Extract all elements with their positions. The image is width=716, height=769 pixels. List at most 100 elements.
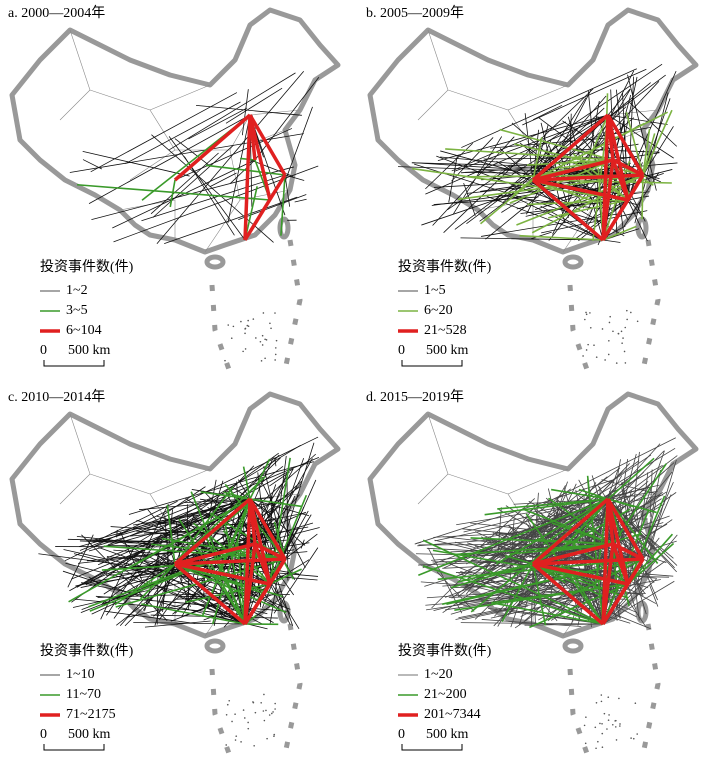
flow-line	[627, 542, 675, 585]
island	[600, 700, 603, 703]
flow-line	[82, 150, 190, 177]
flow-line	[284, 533, 318, 560]
flow-line	[173, 562, 247, 626]
flow-line	[229, 457, 281, 507]
flow-line	[454, 114, 609, 172]
island	[231, 720, 233, 723]
flow-line	[462, 605, 528, 621]
flow-line	[249, 114, 286, 216]
flow-line	[482, 498, 609, 581]
flow-line	[531, 562, 605, 626]
island	[584, 742, 587, 745]
flow-line	[531, 178, 605, 242]
flow-line	[284, 106, 313, 183]
flow-line	[196, 104, 302, 116]
flow-line	[89, 543, 256, 612]
flow-line	[447, 63, 663, 211]
flow-line	[115, 558, 286, 608]
flow-line	[169, 72, 296, 151]
legend-title: 投资事件数(件)	[398, 259, 492, 275]
flow-line	[532, 139, 552, 181]
island	[232, 325, 235, 328]
flow-line	[532, 173, 644, 182]
island	[225, 714, 228, 716]
island	[587, 343, 589, 346]
flow-line	[532, 137, 543, 181]
flow-line	[152, 144, 234, 218]
flow-line	[113, 549, 160, 555]
flow-lines	[69, 71, 320, 245]
flow-line	[642, 494, 672, 560]
island	[234, 739, 237, 741]
flow-line	[612, 463, 667, 545]
flow-line	[417, 525, 662, 547]
flow-line	[627, 495, 666, 585]
island	[619, 723, 621, 725]
panel-title: a. 2000—2004年	[8, 5, 105, 21]
island	[230, 337, 233, 340]
flow-line	[602, 450, 665, 625]
flow-line	[461, 68, 638, 148]
panel-title: d. 2015—2019年	[366, 389, 464, 405]
island	[615, 362, 618, 364]
scale-zero: 0	[40, 727, 47, 742]
island	[585, 716, 587, 718]
flow-line	[526, 159, 614, 166]
island	[243, 717, 246, 719]
flow-line	[223, 521, 246, 625]
flow-line	[273, 547, 319, 614]
flow-line	[163, 486, 206, 516]
island	[273, 735, 275, 737]
flow-line	[133, 622, 246, 625]
flow-line	[422, 565, 604, 625]
flow-line	[626, 174, 645, 201]
flow-line	[548, 199, 629, 219]
legend-label: 6~20	[424, 303, 453, 318]
flow-line	[248, 498, 287, 560]
island	[632, 737, 635, 740]
island	[228, 699, 231, 702]
island	[261, 344, 264, 346]
flow-line	[451, 121, 567, 172]
island	[235, 735, 238, 737]
flow-line	[68, 498, 251, 603]
flow-line	[254, 494, 300, 545]
flow-line	[612, 158, 644, 177]
flow-line	[606, 114, 645, 176]
flow-line	[542, 174, 644, 205]
flow-line	[249, 498, 302, 508]
flow-line	[625, 112, 644, 176]
flow-line	[532, 122, 645, 181]
flow-line	[268, 558, 287, 585]
flow-line	[627, 533, 674, 585]
flow-line	[530, 537, 534, 565]
flow-line	[451, 137, 494, 182]
flow-line	[606, 498, 630, 585]
island	[594, 726, 597, 729]
flow-line	[626, 558, 645, 585]
flow-line	[641, 174, 644, 220]
flow-line	[418, 498, 609, 577]
flow-line	[261, 481, 306, 568]
flow-line	[445, 148, 614, 161]
flow-line	[120, 531, 143, 580]
island	[264, 357, 266, 360]
island	[244, 348, 247, 350]
island	[595, 702, 598, 704]
flow-line	[254, 527, 320, 545]
flow-line	[200, 491, 251, 500]
island	[253, 744, 255, 747]
flow-line	[441, 560, 604, 625]
island	[269, 322, 271, 325]
flow-line	[509, 159, 614, 204]
flow-line	[601, 199, 630, 241]
island	[274, 312, 276, 314]
flow-line	[432, 136, 515, 226]
flow-line	[269, 568, 302, 585]
island	[274, 353, 277, 356]
island	[593, 344, 595, 346]
scale-label: 500 km	[426, 343, 469, 358]
island	[252, 318, 255, 320]
